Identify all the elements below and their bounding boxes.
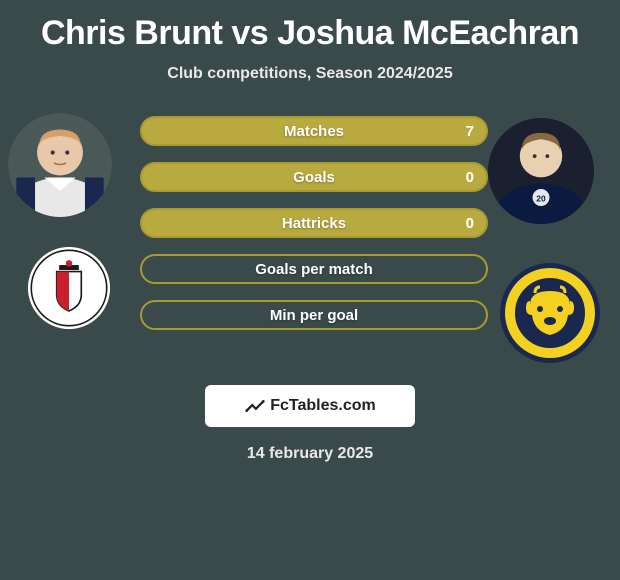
date-text: 14 february 2025: [0, 445, 620, 463]
chart-icon: [244, 395, 266, 417]
stat-label: Matches: [284, 123, 344, 140]
player-right-icon: 20: [488, 118, 594, 224]
stat-bar: Hattricks 0: [140, 208, 488, 238]
svg-text:20: 20: [536, 194, 546, 204]
player-left-icon: [8, 113, 112, 217]
fctables-logo: FcTables.com: [205, 385, 415, 427]
club-left-crest: [28, 247, 110, 329]
stat-bar: Goals per match: [140, 254, 488, 284]
logo-text: FcTables.com: [270, 397, 376, 415]
stat-label: Hattricks: [282, 215, 346, 232]
player-right-avatar: 20: [488, 118, 594, 224]
player-left-avatar: [8, 113, 112, 217]
comparison-area: 20 Matches7Goals0Hattricks0Goals per: [0, 113, 620, 373]
stat-value: 0: [466, 169, 474, 186]
crest-right-icon: [500, 263, 600, 363]
stat-bar: Matches 7: [140, 116, 488, 146]
stat-label: Goals per match: [255, 261, 373, 278]
subtitle: Club competitions, Season 2024/2025: [0, 65, 620, 83]
stat-bar: Goals 0: [140, 162, 488, 192]
stat-value: 0: [466, 215, 474, 232]
stat-value: 7: [466, 123, 474, 140]
stat-label: Goals: [293, 169, 335, 186]
stat-bar: Min per goal: [140, 300, 488, 330]
page-title: Chris Brunt vs Joshua McEachran: [0, 0, 620, 53]
club-right-crest: [500, 263, 600, 363]
crest-left-icon: [28, 247, 110, 329]
stat-label: Min per goal: [270, 307, 358, 324]
stat-bars: Matches 7 Goals 0 Hattricks 0 Goals per match M…: [140, 116, 488, 346]
